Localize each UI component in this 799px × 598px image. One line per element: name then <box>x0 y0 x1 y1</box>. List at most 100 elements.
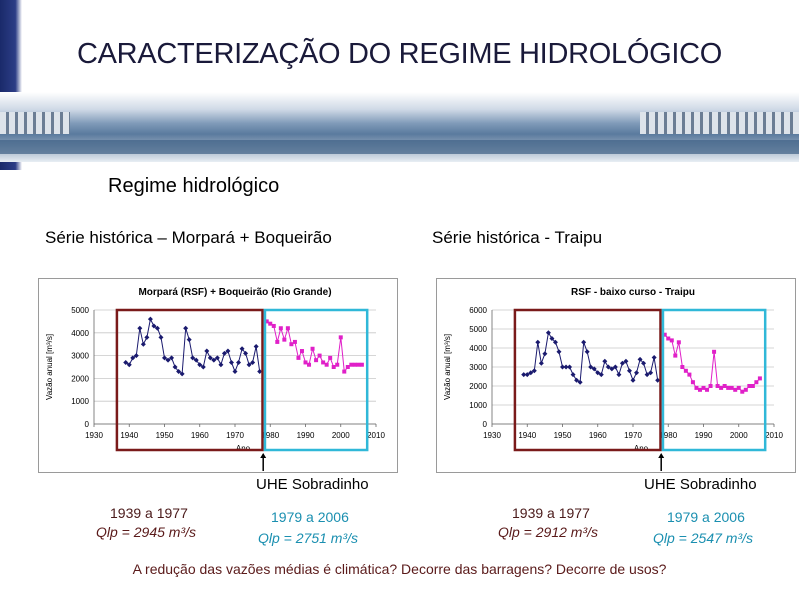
data-point <box>560 364 565 370</box>
y-tick-label: 1000 <box>469 401 487 410</box>
series-line <box>266 320 362 373</box>
y-tick-label: 5000 <box>469 325 487 334</box>
data-point <box>577 379 583 385</box>
data-point <box>605 364 611 370</box>
data-point <box>250 359 256 365</box>
chart-frame <box>38 278 398 473</box>
x-tick-label: 1940 <box>120 431 138 440</box>
data-point <box>676 340 681 345</box>
data-point <box>637 356 643 362</box>
data-point <box>292 339 297 344</box>
data-point <box>655 377 661 383</box>
period1-qlp-left: Qlp = 2945 m³/s <box>96 524 196 540</box>
data-point <box>538 360 544 366</box>
chart-morpara-svg: Morpará (RSF) + Boqueirão (Rio Grande) 0 1… <box>38 278 398 473</box>
x-tick-label: 1930 <box>85 431 103 440</box>
dam-image-right <box>640 112 799 134</box>
data-point <box>243 350 249 356</box>
data-point <box>683 368 688 373</box>
data-point <box>531 368 537 374</box>
data-point <box>183 325 189 331</box>
data-point <box>634 370 640 376</box>
y-tick-label: 1000 <box>71 397 89 406</box>
data-point <box>342 369 347 374</box>
chart-title: Morpará (RSF) + Boqueirão (Rio Grande) <box>138 287 331 298</box>
data-point <box>228 359 234 365</box>
data-point <box>130 355 136 361</box>
x-axis-label: Ano <box>634 444 649 453</box>
y-tick-label: 6000 <box>469 306 487 315</box>
y-axis-label: Vazão anual [m³/s] <box>45 334 54 400</box>
data-point <box>190 355 196 361</box>
data-point <box>137 325 143 331</box>
data-point <box>584 349 590 355</box>
data-point <box>349 362 354 367</box>
panel-heading-morpara: Série histórica – Morpará + Boqueirão <box>45 228 332 247</box>
data-point <box>521 372 527 378</box>
data-point <box>545 330 551 336</box>
data-point <box>666 336 671 341</box>
data-point <box>331 365 336 369</box>
data-point <box>690 380 695 385</box>
data-point <box>268 321 273 326</box>
y-tick-label: 0 <box>483 420 488 429</box>
data-point <box>609 366 615 372</box>
data-point <box>204 348 210 354</box>
x-tick-label: 2000 <box>332 431 350 440</box>
data-point <box>680 365 685 369</box>
period-box-1979-2006 <box>661 308 767 452</box>
data-point <box>623 358 629 364</box>
data-point <box>697 387 702 392</box>
y-tick-label: 5000 <box>71 306 89 315</box>
data-point <box>176 369 182 375</box>
data-point <box>123 359 129 365</box>
y-tick-label: 0 <box>85 420 90 429</box>
uhe-label-right: UHE Sobradinho <box>644 476 757 493</box>
slide-subtitle: Regime hidrológico <box>108 175 280 197</box>
data-point <box>289 342 294 347</box>
data-point <box>296 355 301 360</box>
period2-qlp-right: Qlp = 2547 m³/s <box>653 530 753 546</box>
x-tick-label: 2010 <box>765 431 783 440</box>
data-point <box>200 364 206 370</box>
data-point <box>225 348 231 354</box>
chart-frame <box>436 278 796 473</box>
data-point <box>552 339 558 345</box>
data-point <box>307 362 312 367</box>
data-point <box>694 385 699 390</box>
data-point <box>221 350 227 356</box>
data-point <box>616 372 622 378</box>
data-point <box>662 332 667 337</box>
data-point <box>524 372 530 378</box>
data-point <box>154 325 160 331</box>
data-point <box>549 336 555 341</box>
data-point <box>236 359 242 365</box>
data-point <box>133 353 139 359</box>
data-point <box>162 355 167 361</box>
data-point <box>253 343 259 349</box>
x-tick-label: 1990 <box>695 431 713 440</box>
period2-qlp-left: Qlp = 2751 m³/s <box>258 530 358 546</box>
y-tick-label: 4000 <box>71 329 89 338</box>
data-point <box>602 358 608 364</box>
data-point <box>303 360 308 365</box>
x-tick-label: 1950 <box>554 431 572 440</box>
data-point <box>673 353 678 358</box>
data-point <box>651 355 657 360</box>
data-point <box>588 364 594 370</box>
period-box-1979-2006 <box>263 308 369 452</box>
data-point <box>542 351 548 357</box>
data-point <box>701 385 706 390</box>
data-point <box>324 362 329 367</box>
x-tick-label: 1990 <box>297 431 315 440</box>
data-point <box>535 339 541 345</box>
period-box-1939-1977 <box>513 308 662 452</box>
period2-label-left: 1979 a 2006 <box>271 509 349 525</box>
y-tick-label: 2000 <box>71 374 89 383</box>
data-point <box>705 387 710 392</box>
x-tick-label: 2010 <box>367 431 385 440</box>
data-point <box>356 362 361 367</box>
data-point <box>179 371 185 377</box>
data-point <box>299 349 304 354</box>
x-tick-label: 1940 <box>518 431 536 440</box>
